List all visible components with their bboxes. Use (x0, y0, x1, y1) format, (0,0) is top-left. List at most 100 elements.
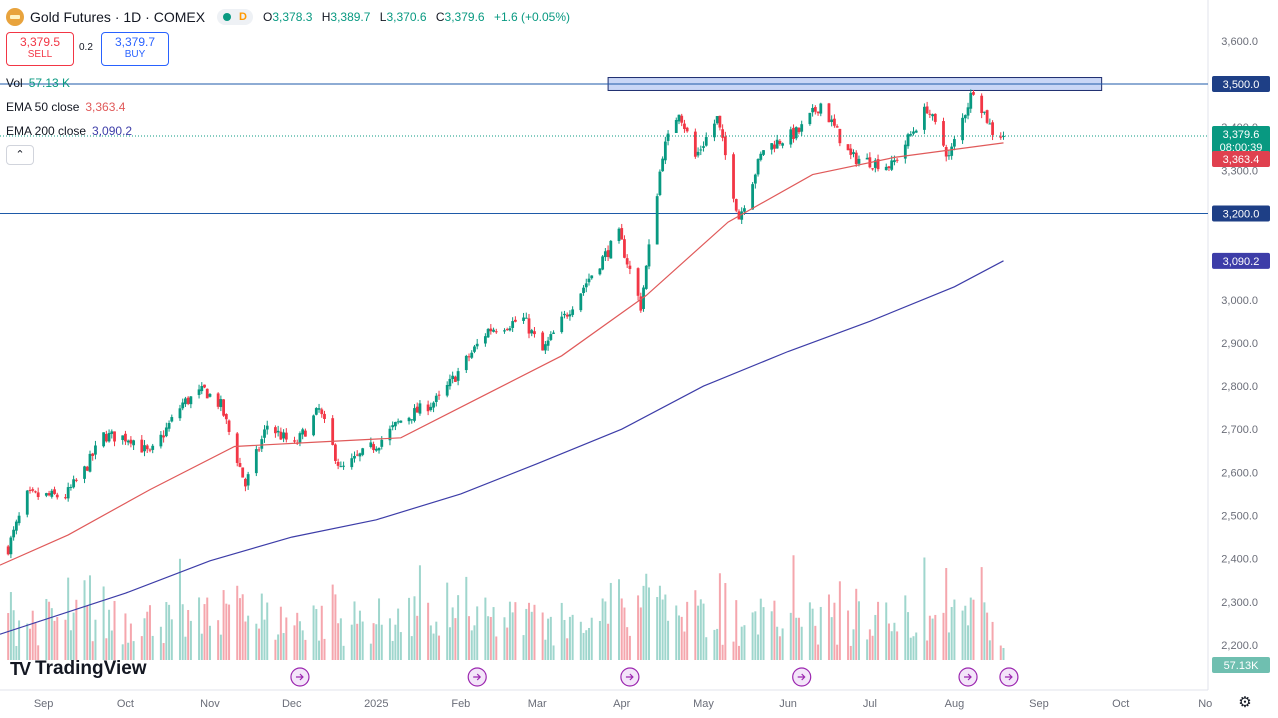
volume-bar (800, 626, 803, 660)
volume-bar (680, 616, 683, 660)
candle-body (361, 448, 365, 455)
volume-bar (953, 599, 956, 660)
ema200-price-tag-bg (1212, 252, 1270, 269)
tradingview-logo[interactable]: TV TradingView (10, 658, 147, 680)
candle-body (415, 406, 419, 413)
candle-body (792, 127, 795, 139)
time-tick-label: Jun (779, 698, 797, 710)
volume-bar (64, 619, 67, 660)
volume-bar (759, 598, 762, 660)
legend-ema50[interactable]: EMA 50 close 3,363.4 (6, 100, 125, 114)
volume-bar (836, 644, 839, 660)
volume-bar (184, 636, 187, 660)
volume-bar (18, 620, 21, 660)
volume-bar (874, 614, 877, 660)
candle-body (451, 375, 455, 380)
time-tick-label: Sep (34, 698, 54, 710)
candle-body (257, 449, 261, 451)
candle-body (437, 394, 441, 396)
candle-body (639, 296, 643, 311)
candle-body (906, 134, 910, 147)
ema50-line (0, 142, 1004, 566)
candle-body (674, 119, 678, 134)
volume-bar (388, 618, 391, 660)
volume-bar (947, 632, 950, 660)
candle-body (14, 521, 18, 531)
candle-body (751, 184, 755, 210)
legend-volume[interactable]: Vol 57.13 K (6, 76, 70, 90)
volume-bar (541, 612, 544, 660)
volume-bar (999, 645, 1002, 660)
symbol-title[interactable]: Gold Futures · 1D · COMEX (30, 9, 206, 25)
candle-body (969, 92, 973, 109)
candle-body (928, 113, 932, 115)
candle-body (950, 146, 954, 156)
volume-bar (476, 606, 479, 660)
candle-body (399, 420, 403, 423)
candle-body (396, 421, 400, 423)
candle-body (903, 144, 907, 159)
candle-body (775, 139, 779, 149)
candle-body (893, 160, 896, 163)
volume-bar (626, 627, 629, 660)
candle-body (110, 431, 114, 434)
volume-bar (108, 609, 111, 660)
candle-body (647, 244, 651, 267)
candle-body (88, 453, 92, 472)
sell-button[interactable]: 3,379.5 SELL (6, 32, 74, 66)
market-status-pill[interactable]: D (217, 9, 253, 25)
candle-body (486, 329, 490, 338)
volume-bar (413, 596, 416, 660)
candle-body (909, 134, 913, 136)
volume-bar (15, 645, 18, 660)
volume-bar (945, 567, 948, 660)
candle-body (66, 487, 70, 499)
price-tick-label: 2,500.0 (1221, 511, 1258, 523)
candle-body (25, 490, 29, 515)
candle-body (473, 346, 476, 352)
volume-bar (37, 645, 40, 660)
candle-body (170, 417, 174, 422)
volume-bar (282, 633, 285, 660)
price-tick-label: 2,300.0 (1221, 597, 1258, 609)
candle-body (505, 329, 509, 331)
volume-bar (909, 637, 912, 660)
volume-bar (740, 626, 743, 660)
buy-button[interactable]: 3,379.7 BUY (101, 32, 169, 66)
candle-body (914, 130, 918, 133)
volume-bar (694, 590, 697, 660)
volume-bar (852, 629, 855, 660)
candle-body (12, 529, 16, 538)
settings-gear-icon[interactable]: ⚙ (1238, 694, 1252, 711)
volume-bar (514, 602, 517, 660)
volume-bar (375, 624, 378, 660)
candle-body (6, 546, 10, 555)
volume-bar (315, 609, 318, 660)
candle-body (743, 208, 746, 212)
candle-body (312, 415, 315, 436)
volume-bar (762, 607, 765, 660)
last-price-tag-bg (1212, 125, 1270, 154)
event-arrow (625, 673, 634, 681)
volume-bar (208, 625, 211, 660)
legend-ema200[interactable]: EMA 200 close 3,090.2 (6, 124, 132, 138)
volume-bar (675, 605, 678, 660)
candle-body (800, 124, 804, 132)
candle-body (590, 275, 594, 279)
volume-bar (967, 625, 970, 660)
candle-body (353, 455, 356, 459)
volume-bar (12, 610, 15, 660)
candle-body (702, 146, 705, 148)
volume-bar (473, 625, 476, 660)
volume-bar (255, 623, 258, 660)
volume-bar (446, 582, 449, 660)
time-tick-label: Dec (282, 698, 302, 710)
resistance-price-tag: 3,500.0 (1212, 76, 1270, 92)
candle-body (666, 133, 670, 141)
candle-body (44, 493, 48, 496)
volume-bar (110, 630, 113, 660)
collapse-legend-button[interactable]: ⌃ (6, 145, 34, 165)
candle-body (582, 287, 585, 294)
candle-body (508, 328, 512, 331)
